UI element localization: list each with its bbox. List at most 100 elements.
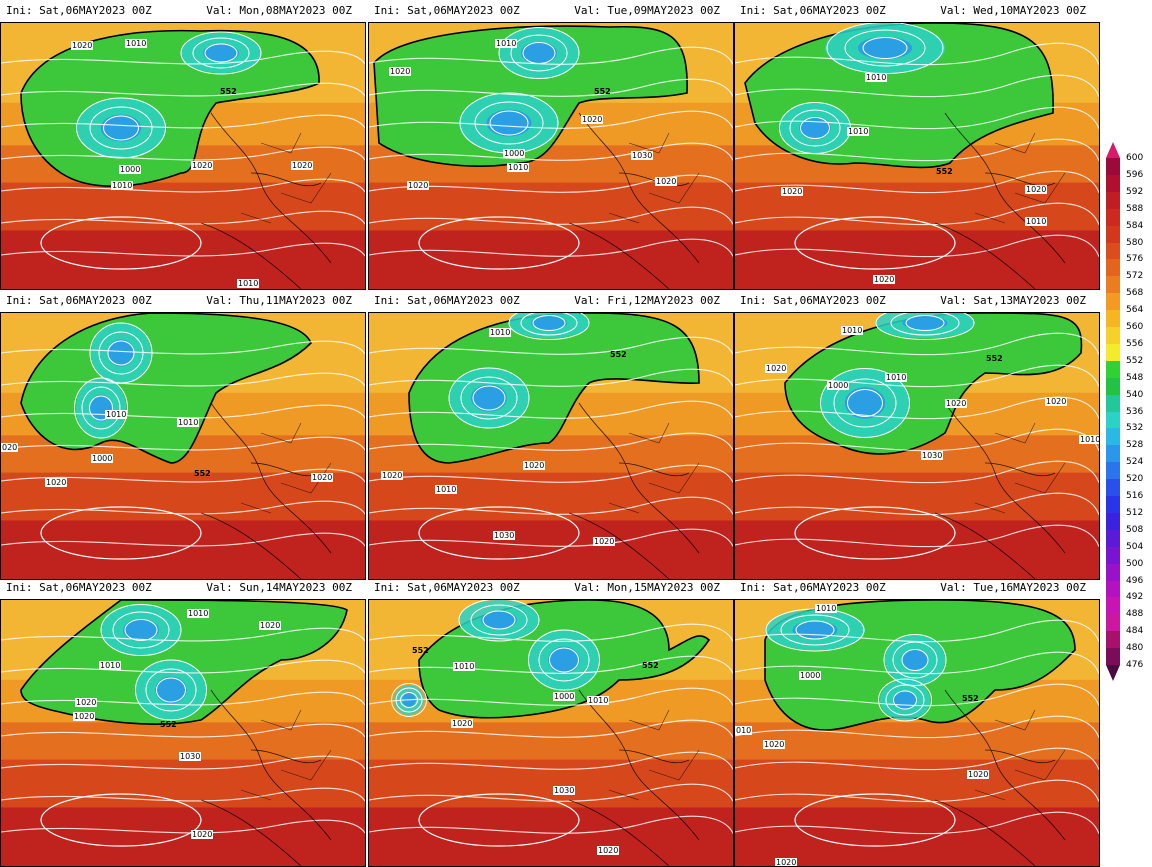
colorbar-tick-label: 588 [1126,203,1144,214]
isobar-label: 1020 [597,846,620,855]
coastline [934,689,1066,866]
init-time-label: Ini: Sat,06MAY2023 00Z [374,581,520,594]
isobar-ring [448,367,530,429]
coastline [568,689,700,866]
isobar-label: 1030 [631,151,654,160]
isobar-ring [789,109,841,147]
low-center [203,44,239,62]
high-isobar [418,793,580,847]
isobar-label: 1020 [765,364,788,373]
low-center [486,109,532,137]
colorbar-tick-label: 568 [1126,288,1144,299]
geopotential-map [735,313,1099,579]
isobar-label: 1020 [593,537,616,546]
isobar-line [369,368,733,387]
isobar-ring [901,649,929,671]
geopotential-map [735,600,1099,866]
colorbar-tick-label: 488 [1126,609,1144,620]
isobar-label: 1010 [99,661,122,670]
isobar-ring [76,97,166,159]
colorbar-swatch [1106,360,1120,378]
isobar-line [369,464,733,483]
isobar-line [369,142,733,161]
isobar-label: 1020 [389,67,412,76]
isobar-ring [103,115,139,141]
panel-header: Ini: Sat,06MAY2023 00Z Val: Wed,10MAY2023… [734,0,1100,22]
isobar-ring [112,611,170,649]
isobar-line [1,723,365,738]
colorbar-swatch [1106,225,1120,243]
colorbar-tick-label: 528 [1126,440,1144,451]
isobar-line [735,492,1099,516]
isobar-label: 1020 [191,161,214,170]
isobar-label: 1000 [799,671,822,680]
forecast-panel: Ini: Sat,06MAY2023 00Z Val: Mon,15MAY2023… [368,577,734,867]
isobar-label: 1010 [815,604,838,613]
isobar-line [369,174,733,193]
colorbar-swatch [1106,631,1120,649]
isobar-label: 1020 [763,740,786,749]
map-frame: 1010 552 1020 1020 1010 1030 1020 [368,312,734,580]
map-frame: 1010 1020 1000 1010 552 1020 1020 1030 1010 [734,312,1100,580]
colorbar-swatch [1106,174,1120,192]
isobar-ring [89,322,153,384]
isobar-ring [844,29,926,67]
isobar-label: 1020 [73,712,96,721]
colorbar-tick-label: 600 [1126,153,1144,163]
forecast-panel: Ini: Sat,06MAY2023 00Z Val: Mon,08MAY2023… [0,0,366,290]
colorbar-swatch [1106,158,1120,175]
isobar-label: 1010 [111,181,134,190]
isobar-label: 1030 [553,786,576,795]
colorbar-tick-label: 496 [1126,575,1144,586]
isobar-line [1,210,365,225]
colorbar-swatch [1106,377,1120,395]
forecast-panel: Ini: Sat,06MAY2023 00Z Val: Fri,12MAY2023… [368,290,734,580]
panel-header: Ini: Sat,06MAY2023 00Z Val: Sun,14MAY2023… [0,577,366,599]
high-isobar [40,216,202,270]
colorbar-swatch [1106,546,1120,564]
isobar-ring [180,31,262,75]
valid-time-label: Val: Wed,10MAY2023 00Z [940,4,1086,17]
init-time-label: Ini: Sat,06MAY2023 00Z [740,294,886,307]
low-center [799,116,831,140]
isobar-ring [482,610,516,630]
valid-time-label: Val: Tue,16MAY2023 00Z [940,581,1086,594]
isobar-line [369,687,733,706]
isobar-label: 1020 [1045,397,1068,406]
isobar-ring [800,117,830,139]
colorbar-swatch [1106,614,1120,632]
isobar-line [369,783,733,802]
colorbar-tick-label: 536 [1126,406,1144,417]
isobar-line [369,336,733,355]
contour-label-552: 552 [594,87,611,96]
isobar-line [1,404,365,419]
coastline [568,402,700,579]
isobar-label: 1020 [71,41,94,50]
geopotential-map [1,600,365,866]
colorbar-tick-label: 564 [1126,305,1144,316]
country-borders [974,709,1066,801]
isobar-ring [532,315,566,331]
colorbar-tick-label: 500 [1126,558,1144,569]
high-isobar [40,793,202,847]
panel-header: Ini: Sat,06MAY2023 00Z Val: Tue,09MAY2023… [368,0,734,22]
valid-time-label: Val: Thu,11MAY2023 00Z [206,294,352,307]
country-borders [608,422,700,514]
geopotential-map [1,313,365,579]
isobar-ring [192,37,250,69]
isobar-label: 1020 [781,187,804,196]
colorbar-tick-label: 572 [1126,271,1144,282]
height-band [735,472,1099,522]
isobar-ring [538,638,590,682]
colorbar-top-arrow [1106,142,1120,158]
colorbar-tick-label: 592 [1126,186,1144,197]
isobar-label: 1020 [191,830,214,839]
colorbar-swatch [1106,293,1120,311]
isobar-label: 1010 [105,410,128,419]
init-time-label: Ini: Sat,06MAY2023 00Z [740,581,886,594]
geopotential-map [1,23,365,289]
isobar-ring [528,629,600,691]
isobar-label: 1010 [453,662,476,671]
isobar-ring [820,368,910,438]
isobar-line [735,202,1099,226]
